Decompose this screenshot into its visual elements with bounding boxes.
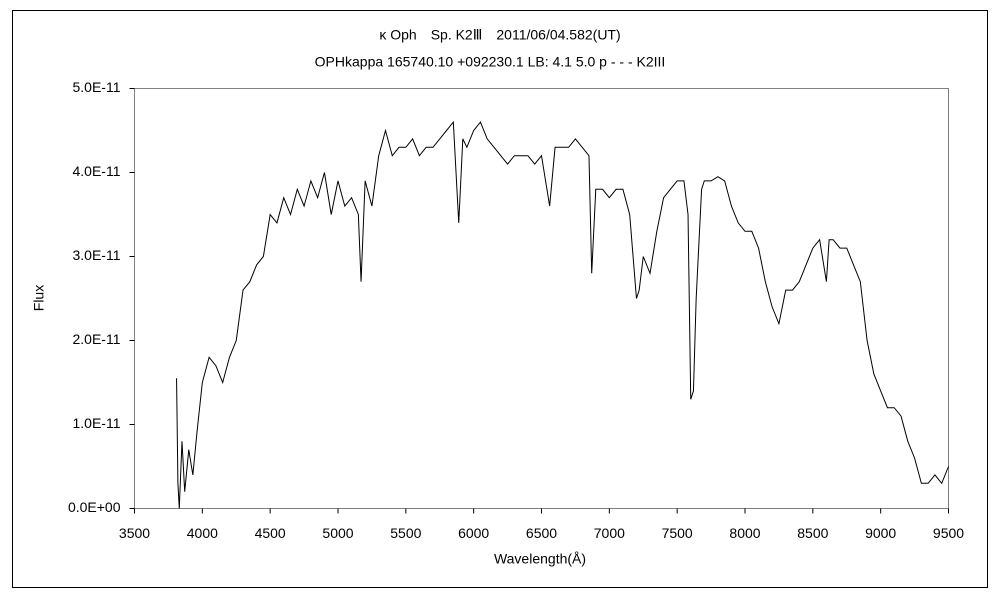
plot-area [134,88,949,509]
chart-frame [12,10,988,588]
spectrum-line [176,120,949,509]
x-tick-label: 8000 [729,525,760,541]
y-tick-label: 0.0E+00 [68,499,121,515]
y-tick-label: 5.0E-11 [73,79,121,95]
x-tick-label: 4000 [187,525,218,541]
x-tick-label: 3500 [119,525,150,541]
y-tick-label: 2.0E-11 [73,331,121,347]
x-tick-label: 6500 [526,525,557,541]
x-tick-label: 4500 [255,525,286,541]
x-tick-label: 9000 [865,525,896,541]
x-tick-label: 5500 [390,525,421,541]
y-tick-label: 3.0E-11 [73,247,121,263]
x-axis-label: Wavelength(Å) [494,551,586,567]
x-tick-label: 7000 [594,525,625,541]
y-tick-label: 1.0E-11 [73,415,121,431]
x-tick-label: 6000 [458,525,489,541]
chart-subtitle: OPHkappa 165740.10 +092230.1 LB: 4.1 5.0… [315,54,666,70]
y-tick-label: 4.0E-11 [73,163,121,179]
x-tick-label: 7500 [662,525,693,541]
x-tick-label: 9500 [933,525,964,541]
x-tick-label: 8500 [797,525,828,541]
y-axis-label: Flux [31,285,47,311]
x-tick-label: 5000 [322,525,353,541]
chart-title: κ Oph Sp. K2Ⅲ 2011/06/04.582(UT) [379,27,620,43]
